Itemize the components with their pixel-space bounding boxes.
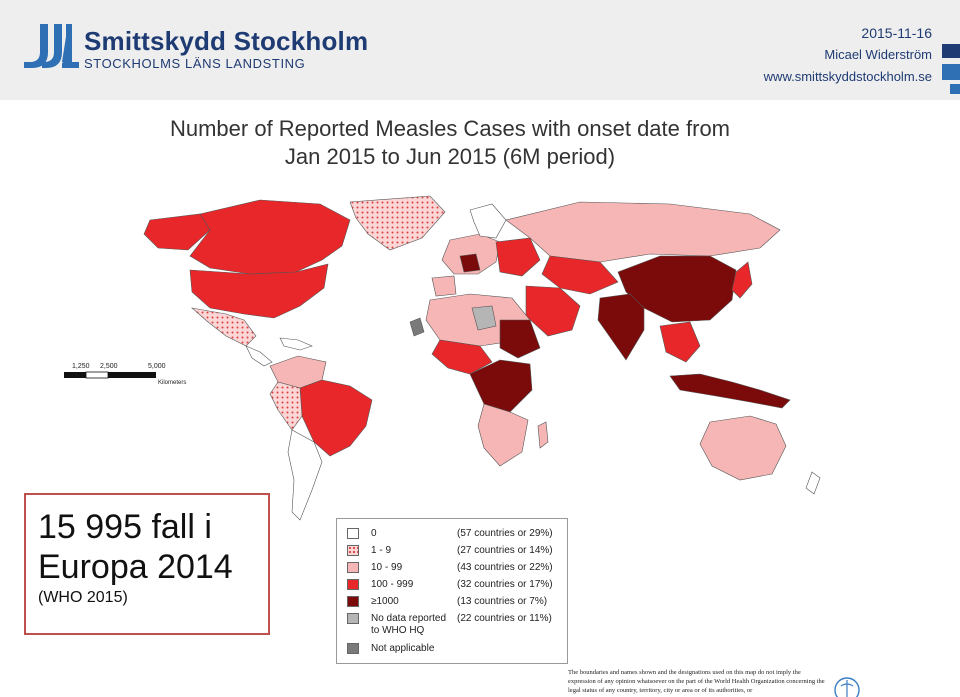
germany-region xyxy=(459,253,481,273)
legend-label-not-applicable: Not applicable xyxy=(371,643,435,654)
logo-mark-icon xyxy=(24,24,79,68)
author-name: Micael Widerström xyxy=(824,47,932,62)
central-asia-region xyxy=(541,255,619,295)
logo-name: Smittskydd Stockholm xyxy=(84,26,369,56)
legend-swatch-0 xyxy=(347,528,359,539)
logo-subtitle: STOCKHOLMS LÄNS LANDSTING xyxy=(84,56,306,71)
map-disclaimer: The boundaries and names shown and the d… xyxy=(568,669,825,694)
scale-tick-3: 5,000 xyxy=(148,363,166,370)
eastern-europe-region xyxy=(495,237,541,277)
legend-label-10-99: 10 - 99 xyxy=(371,562,403,573)
russia-region xyxy=(505,201,781,263)
legend-swatch-10-99 xyxy=(347,562,359,573)
legend-swatch-100-999 xyxy=(347,579,359,590)
middle-east-region xyxy=(525,285,581,337)
europe-cases-callout: 15 995 fall i Europa 2014 (WHO 2015) xyxy=(24,493,270,635)
india-region xyxy=(597,293,645,361)
scandinavia-region xyxy=(469,203,507,239)
scale-unit: Kilometers xyxy=(158,380,186,386)
legend-swatch-1-9 xyxy=(347,545,359,556)
callout-line1: 15 995 fall i xyxy=(38,508,212,546)
no-data-region-africa xyxy=(471,305,497,331)
legend-count-100-999: (32 countries or 17%) xyxy=(457,579,553,590)
peru-bolivia-region xyxy=(269,381,303,431)
southern-africa-region xyxy=(477,403,529,467)
legend-swatch-not-applicable xyxy=(347,643,359,654)
callout-source: (WHO 2015) xyxy=(38,589,128,606)
usa-region xyxy=(189,263,329,319)
presentation-date: 2015-11-16 xyxy=(861,25,932,41)
corner-decoration-icon xyxy=(942,44,960,94)
scale-tick-2: 2,500 xyxy=(100,363,118,370)
legend-label-100-999: 100 - 999 xyxy=(371,579,414,590)
australia-region xyxy=(699,415,787,481)
legend-item-1000-plus: ≥1000 (13 countries or 7%) xyxy=(345,593,559,610)
legend-item-0: 0 (57 countries or 29%) xyxy=(345,525,559,542)
header-meta: 2015-11-16 Micael Widerström www.smittsk… xyxy=(764,22,932,88)
header-band: Smittskydd Stockholm STOCKHOLMS LÄNS LAN… xyxy=(0,0,960,100)
map-legend: 0 (57 countries or 29%) 1 - 9 (27 countr… xyxy=(336,518,568,664)
mexico-region xyxy=(190,307,257,347)
canada-region xyxy=(189,199,351,275)
website-link[interactable]: www.smittskyddstockholm.se xyxy=(763,69,932,84)
map-title-line2: Jan 2015 to Jun 2015 (6M period) xyxy=(284,144,616,169)
legend-swatch-no-data xyxy=(347,613,359,624)
callout-line2: Europa 2014 xyxy=(38,548,233,586)
central-america-region xyxy=(245,345,273,367)
legend-label-1-9: 1 - 9 xyxy=(371,545,392,556)
legend-count-0: (57 countries or 29%) xyxy=(457,528,553,539)
who-emblem-icon xyxy=(834,677,860,697)
southeast-asia-region xyxy=(659,321,701,363)
organization-logo: Smittskydd Stockholm STOCKHOLMS LÄNS LAN… xyxy=(22,22,382,72)
madagascar-region xyxy=(537,421,549,449)
legend-item-1-9: 1 - 9 (27 countries or 14%) xyxy=(345,542,559,559)
legend-label-0: 0 xyxy=(371,528,377,539)
greenland-region xyxy=(349,195,446,251)
legend-item-100-999: 100 - 999 (32 countries or 17%) xyxy=(345,576,559,593)
new-zealand-region xyxy=(805,471,821,495)
legend-count-1000-plus: (13 countries or 7%) xyxy=(457,596,548,607)
japan-region xyxy=(731,261,753,299)
caribbean-region xyxy=(279,337,313,351)
indonesia-region xyxy=(669,373,791,409)
not-applicable-region xyxy=(409,317,425,337)
legend-label-1000-plus: ≥1000 xyxy=(371,596,399,607)
map-title: Number of Reported Measles Cases with on… xyxy=(130,115,770,171)
scale-tick-1: 1,250 xyxy=(72,363,90,370)
argentina-chile-region xyxy=(287,429,323,521)
iberia-region xyxy=(431,275,457,297)
map-scale-bar: 1,250 2,500 5,000 Kilometers xyxy=(64,363,186,386)
sudan-region xyxy=(499,319,541,359)
legend-swatch-1000-plus xyxy=(347,596,359,607)
world-map xyxy=(143,195,821,521)
brazil-region xyxy=(299,379,373,457)
legend-label-no-data: No data reported to WHO HQ xyxy=(371,613,447,636)
legend-count-1-9: (27 countries or 14%) xyxy=(457,545,553,556)
map-title-line1: Number of Reported Measles Cases with on… xyxy=(169,116,731,141)
legend-count-10-99: (43 countries or 22%) xyxy=(457,562,553,573)
legend-item-10-99: 10 - 99 (43 countries or 22%) xyxy=(345,559,559,576)
legend-item-not-applicable: Not applicable xyxy=(345,640,559,657)
legend-item-no-data: No data reported to WHO HQ (22 countries… xyxy=(345,610,559,640)
legend-count-no-data: (22 countries or 11%) xyxy=(457,613,552,624)
